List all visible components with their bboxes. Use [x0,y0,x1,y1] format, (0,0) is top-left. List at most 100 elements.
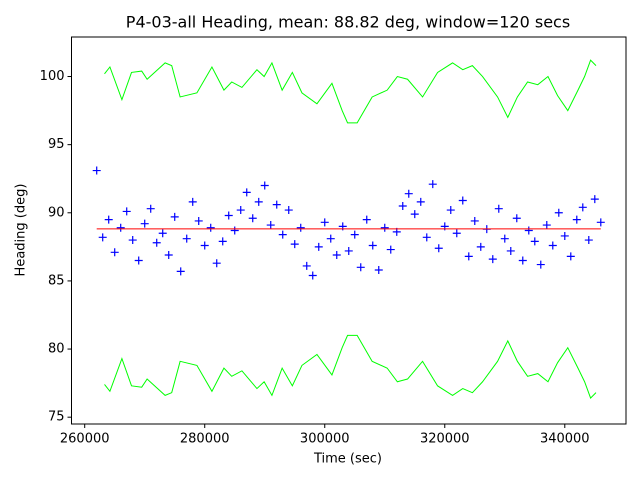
data-point [404,189,413,198]
y-tick-label: 80 [48,342,65,357]
data-point [578,203,587,212]
data-point [266,221,275,230]
data-point [188,197,197,206]
data-point [92,166,101,175]
x-tick-label: 340000 [540,432,590,447]
data-point [152,238,161,247]
data-point [362,215,371,224]
data-point [446,206,455,215]
y-axis-label: Heading (deg) [14,184,29,277]
data-point [398,201,407,210]
chart-title: P4-03-all Heading, mean: 88.82 deg, wind… [126,13,570,32]
data-point [428,180,437,189]
y-tick-label: 85 [48,273,65,288]
data-point [572,215,581,224]
data-point [374,266,383,275]
series-line [104,59,597,124]
series-line [104,334,597,400]
data-point [104,215,113,224]
data-point [560,231,569,240]
data-point [110,248,119,257]
x-axis-label: Time (sec) [313,452,382,467]
data-point [416,197,425,206]
data-point [452,229,461,238]
data-point [212,259,221,268]
data-point [344,246,353,255]
data-point [314,242,323,251]
data-point [230,226,239,235]
data-point [518,256,527,265]
y-tick-label: 90 [48,205,65,220]
data-point [386,245,395,254]
data-point [476,242,485,251]
y-tick-label: 95 [48,137,65,152]
data-point [542,221,551,230]
data-point [584,236,593,245]
data-point [512,214,521,223]
data-point [350,230,359,239]
data-point [434,244,443,253]
data-point [134,256,143,265]
data-point [356,263,365,272]
y-tick-label: 75 [48,410,65,425]
data-point [218,237,227,246]
data-point [368,241,377,250]
data-point [182,234,191,243]
data-point [380,223,389,232]
data-point [278,230,287,239]
data-point [206,223,215,232]
data-point [524,226,533,235]
data-point [506,246,515,255]
data-point [488,255,497,264]
data-point [146,204,155,213]
data-point [596,218,605,227]
x-tick-label: 280000 [180,432,230,447]
data-point [236,206,245,215]
data-point [554,208,563,217]
data-point [140,219,149,228]
data-point [260,181,269,190]
y-tick-label: 100 [40,69,65,84]
data-point [128,236,137,245]
data-point [158,229,167,238]
data-point [170,212,179,221]
data-point [422,233,431,242]
data-point [536,260,545,269]
data-point [548,241,557,250]
data-point [590,195,599,204]
data-point [470,216,479,225]
x-tick-label: 260000 [60,432,110,447]
data-point [248,214,257,223]
data-point [320,218,329,227]
data-point [122,207,131,216]
data-point [290,240,299,249]
x-tick-label: 300000 [300,432,350,447]
data-point [494,204,503,213]
data-point [164,251,173,260]
data-point [410,210,419,219]
data-point [332,251,341,260]
data-point [98,233,107,242]
data-point [176,267,185,276]
data-point [326,234,335,243]
data-point [254,197,263,206]
data-point [302,261,311,270]
data-point [530,237,539,246]
plot-frame [71,36,627,425]
data-point [566,252,575,261]
data-point [224,211,233,220]
data-point [242,188,251,197]
data-point [458,196,467,205]
data-point [500,234,509,243]
x-tick-label: 320000 [420,432,470,447]
data-point [272,200,281,209]
data-point [296,223,305,232]
data-point [194,216,203,225]
data-point [284,206,293,215]
data-point [116,223,125,232]
data-point [308,271,317,280]
data-point [464,252,473,261]
data-point [200,241,209,250]
